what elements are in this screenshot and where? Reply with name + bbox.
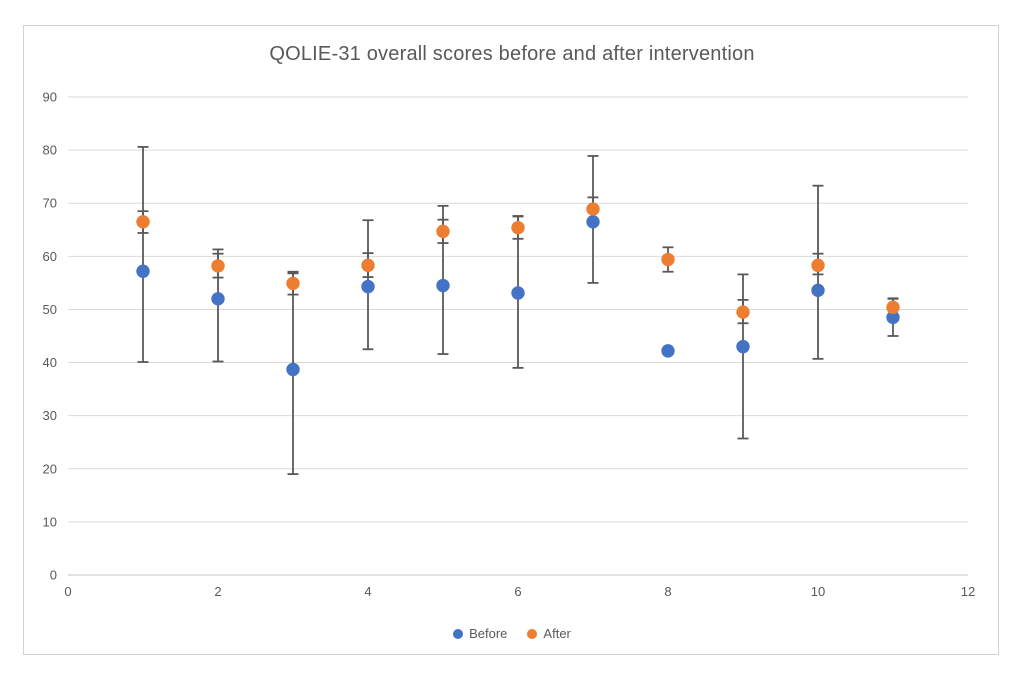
y-tick-label: 20 xyxy=(43,461,57,476)
after-data-point xyxy=(361,258,375,273)
y-tick-label: 0 xyxy=(50,568,57,583)
y-tick-label: 90 xyxy=(43,90,57,105)
before-data-point xyxy=(886,310,900,325)
x-tick-label: 2 xyxy=(214,584,221,599)
after-data-point xyxy=(811,258,825,273)
after-data-point xyxy=(286,276,300,291)
after-data-point xyxy=(886,300,900,315)
x-tick-label: 12 xyxy=(961,584,975,599)
y-tick-label: 40 xyxy=(43,355,57,370)
before-data-point xyxy=(586,215,600,229)
x-tick-label: 0 xyxy=(64,584,71,599)
y-tick-label: 60 xyxy=(43,249,57,264)
after-data-point xyxy=(136,215,150,229)
y-tick-label: 70 xyxy=(43,196,57,211)
x-tick-label: 4 xyxy=(364,584,371,599)
x-tick-label: 10 xyxy=(811,584,825,599)
before-data-point xyxy=(436,278,450,293)
legend-label-after: After xyxy=(543,626,571,641)
after-data-point xyxy=(586,202,600,216)
after-data-point xyxy=(736,305,750,319)
before-data-point xyxy=(511,286,525,300)
y-tick-label: 80 xyxy=(43,143,57,158)
before-data-point xyxy=(136,264,150,278)
before-data-point xyxy=(736,339,750,354)
before-marker-icon xyxy=(453,628,464,639)
y-tick-label: 50 xyxy=(43,302,57,317)
after-data-point xyxy=(436,224,450,239)
after-data-point xyxy=(211,259,225,273)
x-tick-label: 8 xyxy=(664,584,671,599)
legend-item-after: After xyxy=(527,626,571,641)
legend: Before After xyxy=(0,626,1024,641)
before-data-point xyxy=(661,344,675,358)
legend-item-before: Before xyxy=(453,626,507,641)
legend-label-before: Before xyxy=(469,626,508,641)
before-data-point xyxy=(361,279,375,294)
after-data-point xyxy=(661,252,675,267)
y-tick-label: 10 xyxy=(43,514,57,529)
before-data-point xyxy=(286,362,300,377)
after-data-point xyxy=(511,220,525,235)
y-tick-label: 30 xyxy=(43,408,57,423)
before-data-point xyxy=(811,283,825,298)
chart-title: QOLIE-31 overall scores before and after… xyxy=(269,43,755,65)
after-marker-icon xyxy=(527,628,538,639)
chart-frame xyxy=(23,25,999,655)
before-data-point xyxy=(211,292,225,306)
x-tick-label: 6 xyxy=(514,584,521,599)
